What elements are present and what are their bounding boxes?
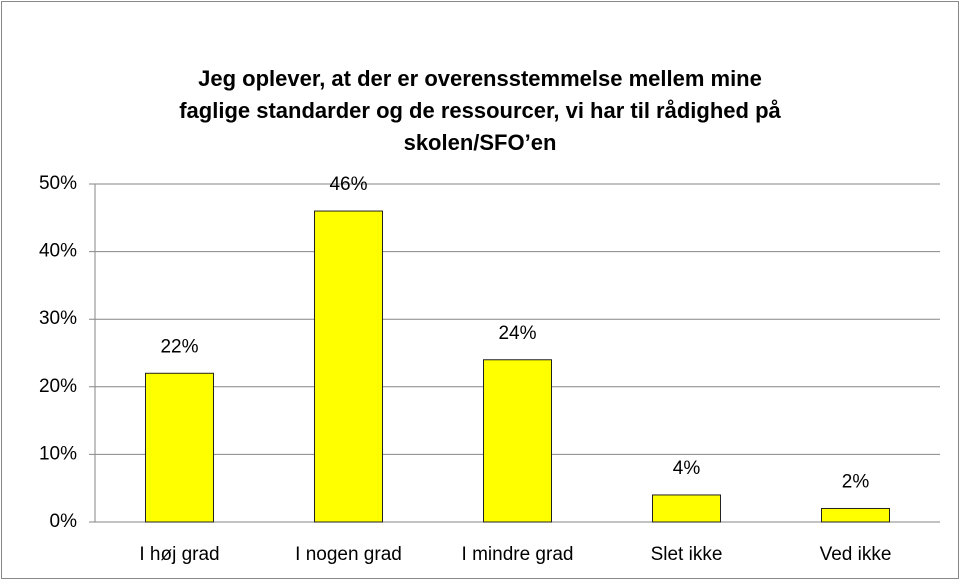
x-tick-label: I høj grad bbox=[139, 544, 219, 565]
chart-title: faglige standarder og de ressourcer, vi … bbox=[179, 98, 781, 123]
bar bbox=[314, 210, 383, 523]
chart-title: Jeg oplever, at der er overensstemmelse … bbox=[198, 66, 762, 91]
x-tick-label: I mindre grad bbox=[462, 544, 574, 565]
y-tick-label: 30% bbox=[39, 308, 77, 329]
bar bbox=[145, 372, 214, 523]
y-tick-label: 20% bbox=[39, 376, 77, 397]
y-tick-label: 40% bbox=[39, 241, 77, 262]
bar bbox=[483, 359, 552, 523]
data-label: 22% bbox=[160, 336, 198, 357]
data-label: 24% bbox=[498, 323, 536, 344]
x-tick-label: Ved ikke bbox=[820, 544, 892, 565]
chart-title: skolen/SFO’en bbox=[404, 130, 557, 155]
y-tick-label: 10% bbox=[39, 443, 77, 464]
bar bbox=[652, 494, 721, 523]
data-label: 2% bbox=[842, 471, 870, 492]
data-label: 46% bbox=[329, 174, 367, 195]
x-tick-label: Slet ikke bbox=[651, 544, 723, 565]
bar bbox=[821, 507, 890, 523]
y-tick-label: 50% bbox=[39, 173, 77, 194]
y-tick-label: 0% bbox=[50, 511, 78, 532]
x-tick-label: I nogen grad bbox=[295, 544, 402, 565]
data-label: 4% bbox=[673, 458, 701, 479]
